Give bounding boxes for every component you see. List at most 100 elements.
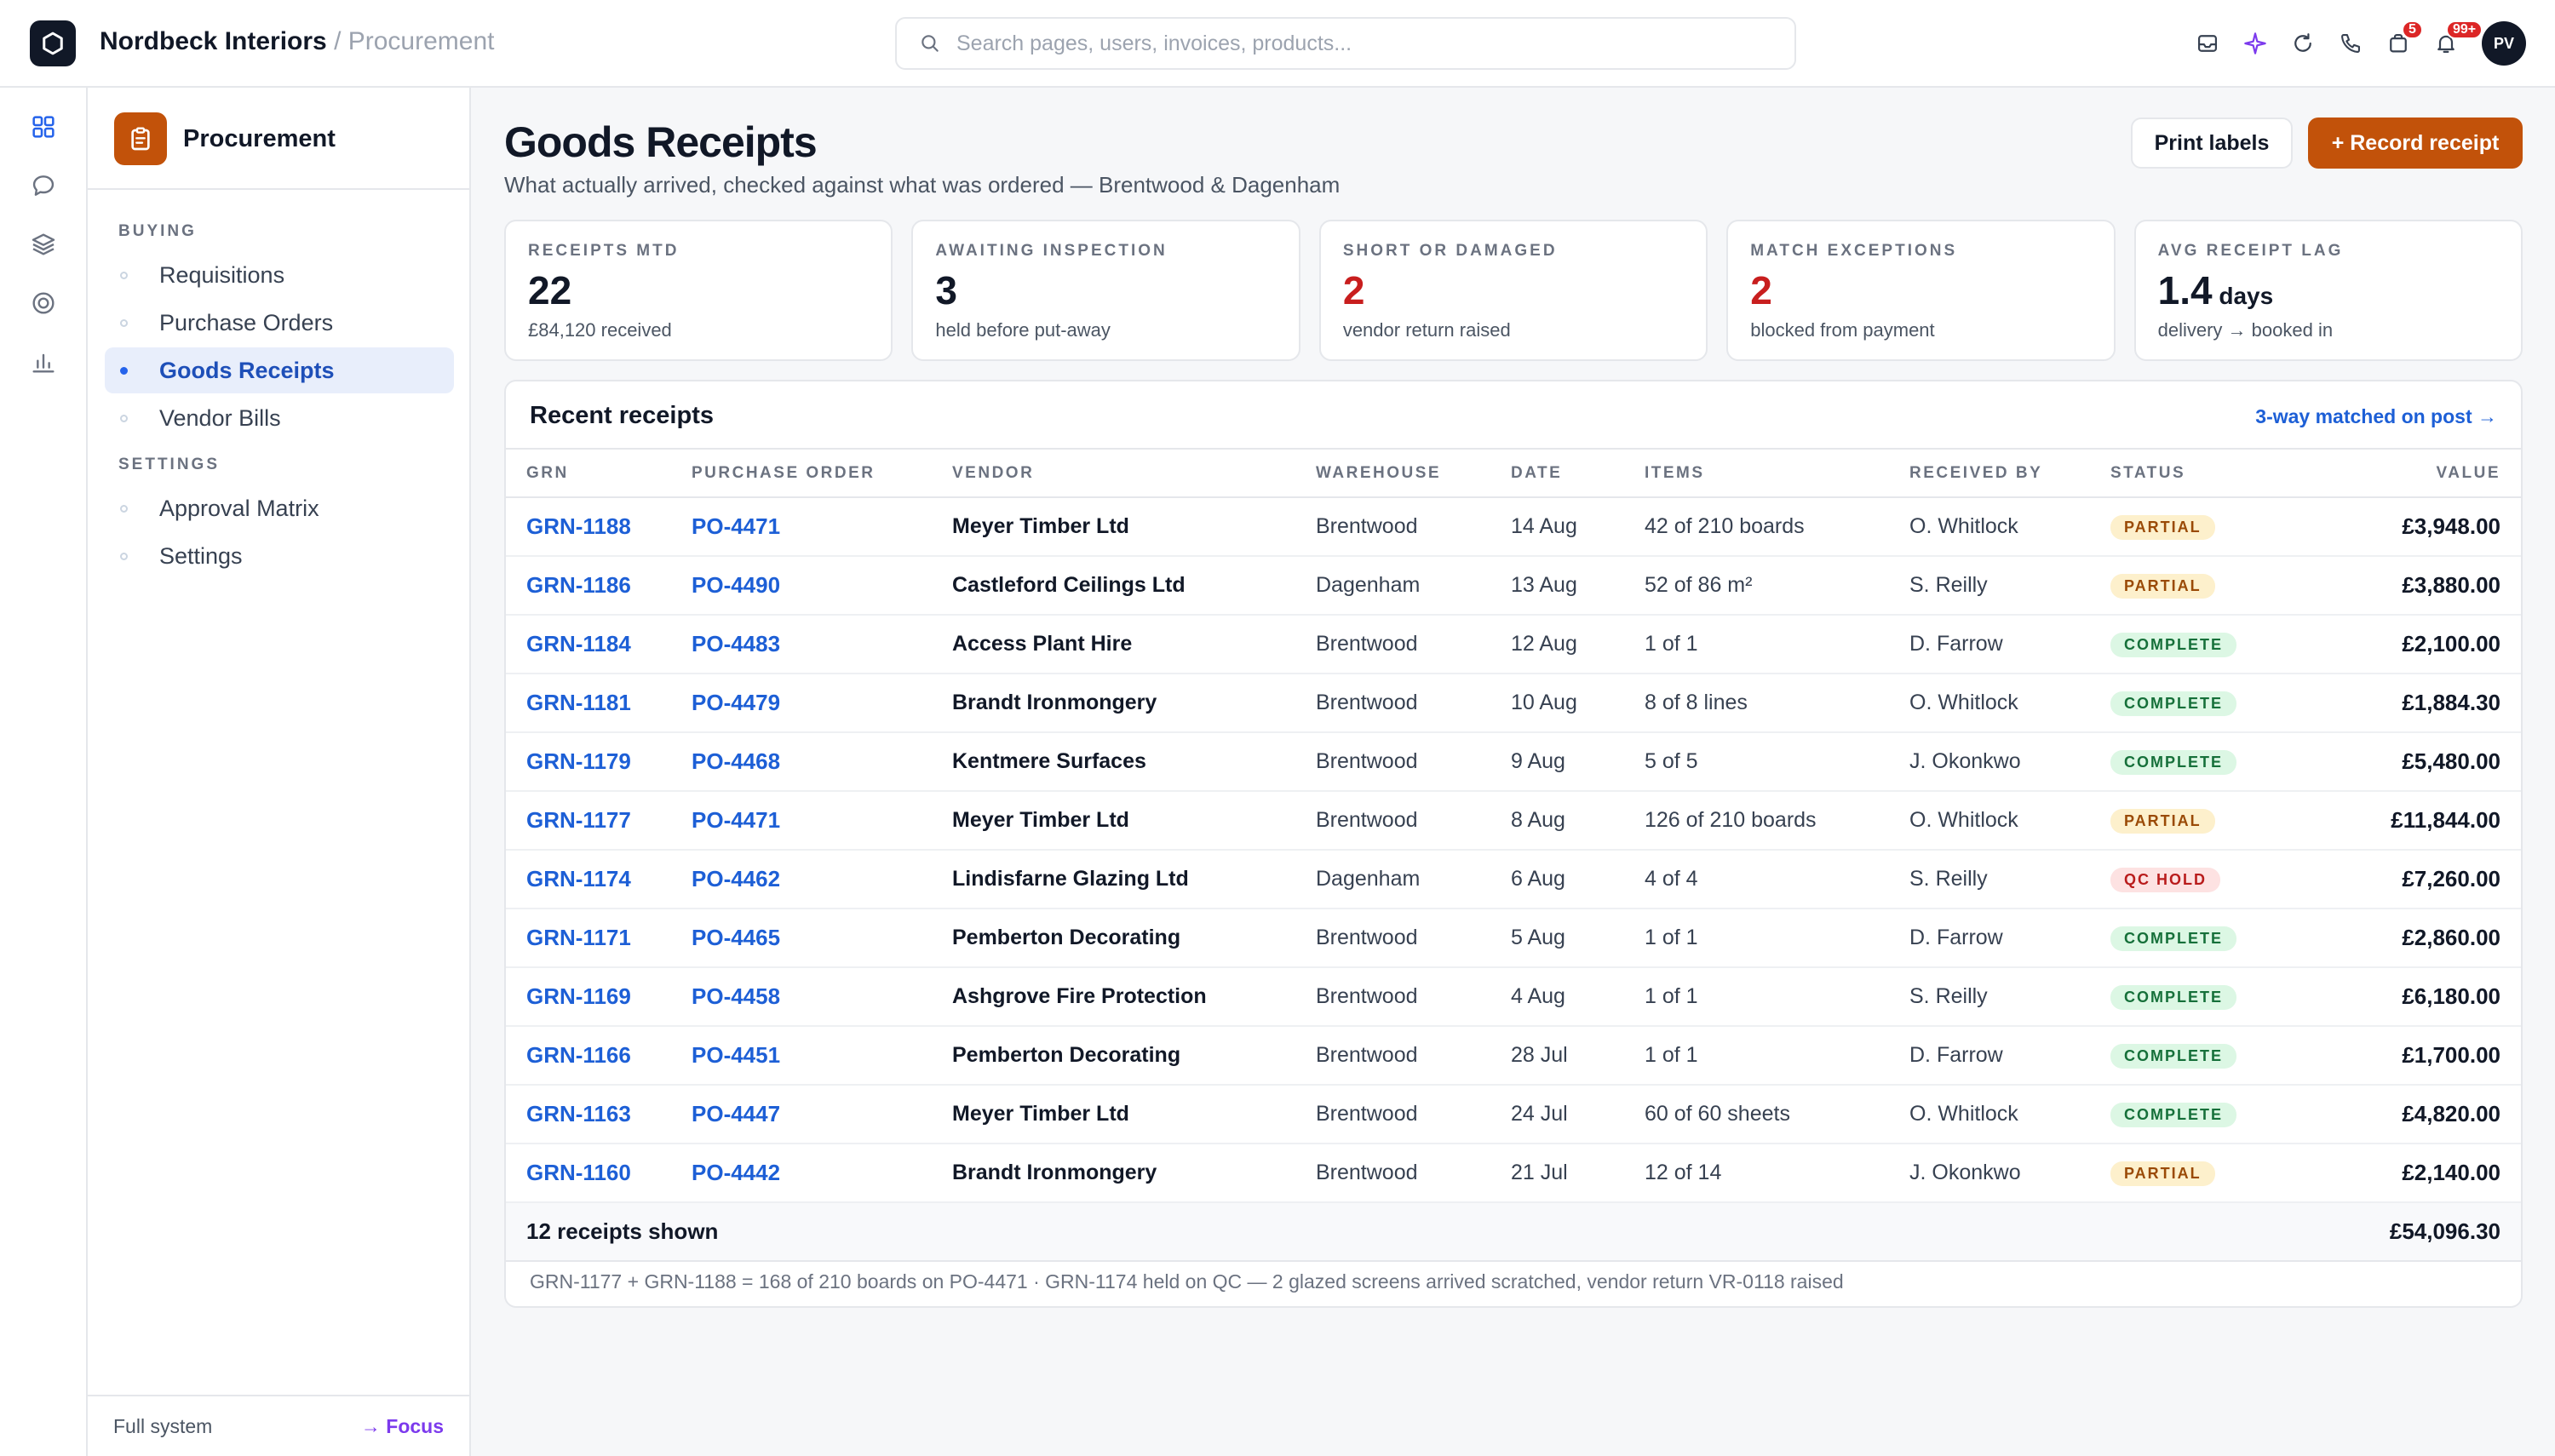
column-header-date[interactable]: DATE xyxy=(1511,450,1645,498)
page-title: Goods Receipts xyxy=(504,118,818,166)
vendor-cell: Pemberton Decorating xyxy=(952,909,1316,968)
column-header-status[interactable]: STATUS xyxy=(2110,450,2281,498)
column-header-purchase-order[interactable]: PURCHASE ORDER xyxy=(692,450,952,498)
table-row[interactable]: GRN-1174 PO-4462 Lindisfarne Glazing Ltd Da… xyxy=(506,850,2521,909)
purchase-order-link[interactable]: PO-4471 xyxy=(692,791,952,851)
app-logo-icon[interactable] xyxy=(30,20,76,66)
status-badge: COMPLETE xyxy=(2110,750,2237,775)
items-cell: 126 of 210 boards xyxy=(1645,791,1909,851)
kpi-card-receipts-mtd: RECEIPTS MTD 22 £84,120 received xyxy=(504,220,893,361)
purchase-order-link[interactable]: PO-4451 xyxy=(692,1026,952,1086)
chat-icon[interactable] xyxy=(26,168,61,203)
grn-link[interactable]: GRN-1169 xyxy=(506,967,692,1027)
grn-link[interactable]: GRN-1179 xyxy=(506,732,692,792)
received-by-cell: J. Okonkwo xyxy=(1909,732,2110,792)
user-avatar[interactable]: PV xyxy=(2482,21,2526,66)
phone-icon[interactable] xyxy=(2327,20,2374,66)
purchase-order-link[interactable]: PO-4471 xyxy=(692,497,952,557)
sidebar-item-goods-receipts[interactable]: Goods Receipts xyxy=(105,347,454,393)
date-cell: 28 Jul xyxy=(1511,1026,1645,1086)
bar-chart-icon[interactable] xyxy=(26,344,61,380)
apps-grid-icon[interactable] xyxy=(26,109,61,145)
grn-link[interactable]: GRN-1174 xyxy=(506,850,692,909)
clipboard-icon xyxy=(114,112,167,165)
status-badge: COMPLETE xyxy=(2110,1103,2237,1127)
table-row[interactable]: GRN-1186 PO-4490 Castleford Ceilings Ltd Da… xyxy=(506,556,2521,616)
receipts-table: GRN PURCHASE ORDER VENDOR WAREHOUSE DATE… xyxy=(506,450,2521,1262)
target-icon[interactable] xyxy=(26,285,61,321)
column-header-received-by[interactable]: RECEIVED BY xyxy=(1909,450,2110,498)
table-row[interactable]: GRN-1171 PO-4465 Pemberton Decorating Brent… xyxy=(506,909,2521,968)
three-way-match-link[interactable]: 3-way matched on post → xyxy=(2255,405,2497,427)
items-cell: 60 of 60 sheets xyxy=(1645,1085,1909,1144)
column-header-value[interactable]: VALUE xyxy=(2281,450,2521,498)
value-cell: £1,884.30 xyxy=(2281,674,2521,733)
app-title[interactable]: Nordbeck Interiors / Procurement xyxy=(100,27,494,56)
purchase-order-link[interactable]: PO-4479 xyxy=(692,674,952,733)
date-cell: 12 Aug xyxy=(1511,615,1645,674)
purchase-order-link[interactable]: PO-4458 xyxy=(692,967,952,1027)
purchase-order-link[interactable]: PO-4462 xyxy=(692,850,952,909)
table-header-row: GRN PURCHASE ORDER VENDOR WAREHOUSE DATE… xyxy=(506,450,2521,498)
grn-link[interactable]: GRN-1188 xyxy=(506,497,692,557)
status-cell: PARTIAL xyxy=(2110,1144,2281,1203)
grn-link[interactable]: GRN-1186 xyxy=(506,556,692,616)
column-header-grn[interactable]: GRN xyxy=(506,450,692,498)
sidebar-item-vendor-bills[interactable]: Vendor Bills xyxy=(105,395,454,441)
vendor-cell: Access Plant Hire xyxy=(952,615,1316,674)
value-cell: £2,860.00 xyxy=(2281,909,2521,968)
purchase-order-link[interactable]: PO-4468 xyxy=(692,732,952,792)
search-input[interactable] xyxy=(956,31,1723,56)
date-cell: 24 Jul xyxy=(1511,1085,1645,1144)
items-cell: 1 of 1 xyxy=(1645,909,1909,968)
kpi-value: 1.4 xyxy=(2157,268,2213,312)
search-bar[interactable] xyxy=(895,17,1796,70)
refresh-icon[interactable] xyxy=(2279,20,2327,66)
grn-link[interactable]: GRN-1163 xyxy=(506,1085,692,1144)
table-row[interactable]: GRN-1163 PO-4447 Meyer Timber Ltd Brentwood… xyxy=(506,1085,2521,1144)
purchase-order-link[interactable]: PO-4490 xyxy=(692,556,952,616)
status-cell: COMPLETE xyxy=(2110,1026,2281,1086)
inbox-icon[interactable] xyxy=(2184,20,2231,66)
grn-link[interactable]: GRN-1184 xyxy=(506,615,692,674)
grn-link[interactable]: GRN-1181 xyxy=(506,674,692,733)
table-row[interactable]: GRN-1188 PO-4471 Meyer Timber Ltd Brentwood… xyxy=(506,497,2521,557)
focus-link[interactable]: → Focus xyxy=(360,1414,444,1437)
table-row[interactable]: GRN-1184 PO-4483 Access Plant Hire Brentwoo… xyxy=(506,615,2521,674)
sidebar: Procurement BUYING Requisitions Purchase… xyxy=(88,88,471,1456)
ai-sparkle-icon[interactable] xyxy=(2231,20,2279,66)
sidebar-item-requisitions[interactable]: Requisitions xyxy=(105,252,454,298)
table-row[interactable]: GRN-1169 PO-4458 Ashgrove Fire Protection B… xyxy=(506,967,2521,1027)
print-labels-button[interactable]: Print labels xyxy=(2131,118,2293,169)
kpi-card-match-exceptions: MATCH EXCEPTIONS 2 blocked from payment xyxy=(1726,220,2116,361)
sidebar-item-approval-matrix[interactable]: Approval Matrix xyxy=(105,485,454,531)
purchase-order-link[interactable]: PO-4465 xyxy=(692,909,952,968)
table-row[interactable]: GRN-1160 PO-4442 Brandt Ironmongery Brentwo… xyxy=(506,1144,2521,1203)
date-cell: 5 Aug xyxy=(1511,909,1645,968)
bullet-icon xyxy=(120,367,128,375)
sidebar-item-settings[interactable]: Settings xyxy=(105,533,454,579)
grn-link[interactable]: GRN-1171 xyxy=(506,909,692,968)
orders-icon[interactable]: 5 xyxy=(2374,20,2423,66)
purchase-order-link[interactable]: PO-4442 xyxy=(692,1144,952,1203)
table-row[interactable]: GRN-1166 PO-4451 Pemberton Decorating Brent… xyxy=(506,1026,2521,1086)
grn-link[interactable]: GRN-1177 xyxy=(506,791,692,851)
received-by-cell: O. Whitlock xyxy=(1909,791,2110,851)
table-row[interactable]: GRN-1177 PO-4471 Meyer Timber Ltd Brentwood… xyxy=(506,791,2521,851)
column-header-warehouse[interactable]: WAREHOUSE xyxy=(1316,450,1511,498)
table-row[interactable]: GRN-1179 PO-4468 Kentmere Surfaces Brentwoo… xyxy=(506,732,2521,792)
bell-icon[interactable]: 99+ xyxy=(2422,20,2483,66)
column-header-vendor[interactable]: VENDOR xyxy=(952,450,1316,498)
purchase-order-link[interactable]: PO-4483 xyxy=(692,615,952,674)
column-header-items[interactable]: ITEMS xyxy=(1645,450,1909,498)
grn-link[interactable]: GRN-1160 xyxy=(506,1144,692,1203)
received-by-cell: S. Reilly xyxy=(1909,967,2110,1027)
grn-link[interactable]: GRN-1166 xyxy=(506,1026,692,1086)
purchase-order-link[interactable]: PO-4447 xyxy=(692,1085,952,1144)
record-receipt-button[interactable]: + Record receipt xyxy=(2308,118,2523,169)
sidebar-item-purchase-orders[interactable]: Purchase Orders xyxy=(105,300,454,346)
status-cell: COMPLETE xyxy=(2110,615,2281,674)
sidebar-item-label: Requisitions xyxy=(159,261,285,288)
layers-icon[interactable] xyxy=(26,226,61,262)
table-row[interactable]: GRN-1181 PO-4479 Brandt Ironmongery Brentwo… xyxy=(506,674,2521,733)
